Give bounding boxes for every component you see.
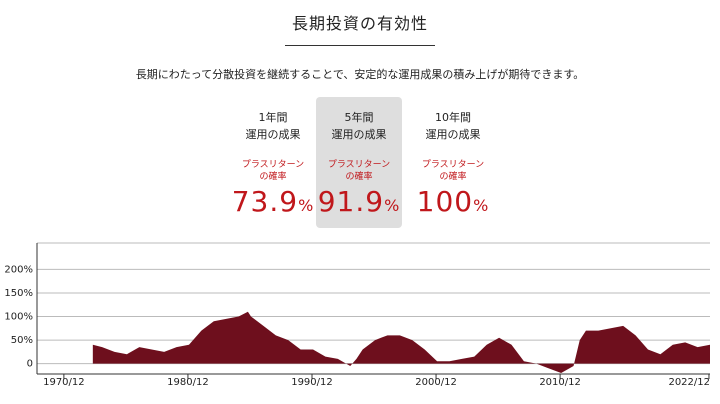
- y-tick-label: 150%: [4, 288, 33, 299]
- caption: プラスリターン の確率: [410, 159, 496, 183]
- result-label: 運用の成果: [245, 128, 301, 141]
- caption-line: プラスリターン: [421, 160, 485, 170]
- y-tick-label: 100%: [4, 312, 33, 323]
- y-tick-label: 200%: [4, 264, 33, 275]
- value: 91.9: [317, 185, 385, 218]
- stat-value: 100%: [410, 185, 496, 218]
- period-label: 5年間: [344, 111, 374, 124]
- unit: %: [473, 196, 490, 215]
- caption-line: の確率: [345, 172, 373, 182]
- x-tick-label: 2010/12: [539, 377, 581, 388]
- unit: %: [298, 196, 315, 215]
- stat-card: 1年間 運用の成果 プラスリターン の確率 73.9%: [230, 97, 316, 228]
- area: [92, 311, 710, 374]
- x-tick-label: 1990/12: [291, 377, 333, 388]
- result-label: 運用の成果: [331, 128, 387, 141]
- subtitle: 長期にわたって分散投資を継続することで、安定的な運用成果の積み上げが期待できます…: [135, 68, 585, 81]
- caption: プラスリターン の確率: [316, 159, 402, 183]
- period: 5年間運用の成果: [316, 109, 402, 143]
- caption-line: の確率: [259, 172, 287, 182]
- x-tick-label: 2022/12: [668, 377, 710, 388]
- stat-card: 10年間 運用の成果 プラスリターン の確率 100%: [410, 97, 496, 228]
- value: 100: [416, 185, 474, 218]
- caption: プラスリターン の確率: [230, 159, 316, 183]
- title: 長期投資の有効性: [291, 14, 428, 33]
- caption-line: プラスリターン: [241, 160, 305, 170]
- period: 10年間運用の成果: [410, 109, 496, 143]
- x-tick-label: 1980/12: [167, 377, 209, 388]
- period: 1年間運用の成果: [230, 109, 316, 143]
- y-tick-label: 50%: [11, 335, 33, 346]
- value: 73.9: [231, 185, 299, 218]
- stat-value: 91.9%: [316, 185, 402, 218]
- caption-line: の確率: [439, 172, 467, 182]
- period-label: 10年間: [435, 111, 471, 124]
- caption-line: プラスリターン: [327, 160, 391, 170]
- unit: %: [384, 196, 401, 215]
- stat-value: 73.9%: [230, 185, 316, 218]
- period-label: 1年間: [258, 111, 288, 124]
- x-tick-label: 2000/12: [415, 377, 457, 388]
- x-tick-label: 1970/12: [43, 377, 85, 388]
- title-rule: [285, 45, 435, 46]
- y-tick-label: 0: [27, 359, 33, 370]
- stat-card: 5年間 運用の成果 プラスリターン の確率 91.9%: [316, 97, 402, 228]
- result-label: 運用の成果: [425, 128, 481, 141]
